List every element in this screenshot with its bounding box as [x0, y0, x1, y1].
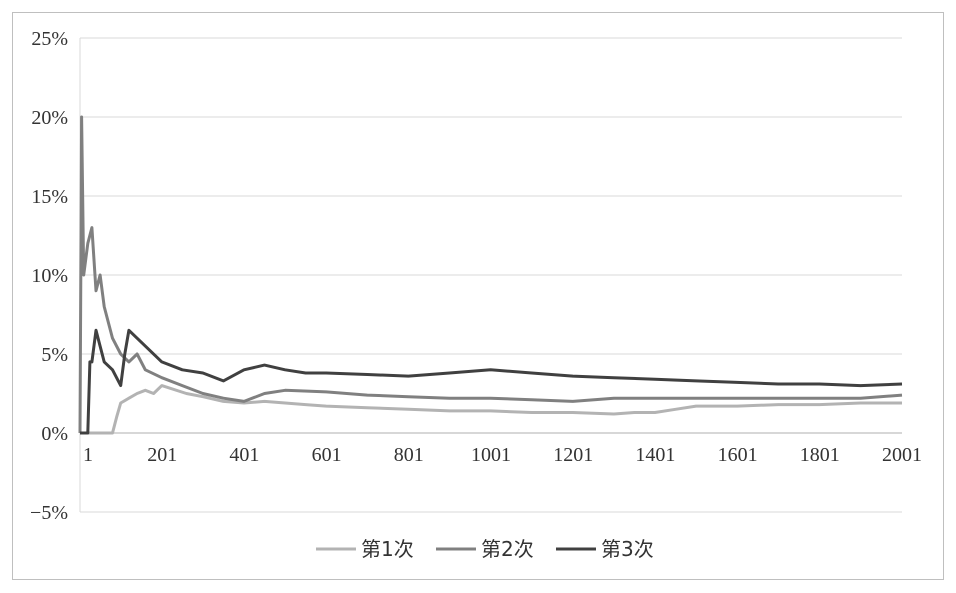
x-axis-ticks: 1 201 401 601 801 1001 1201 1401 1601 1801 2001: [83, 444, 922, 466]
y-axis-ticks: −5% 0% 5% 10% 15% 20% 25%: [30, 28, 68, 524]
y-tick-label: 10%: [31, 265, 68, 287]
x-tick-label: 1201: [553, 444, 593, 466]
series-line: [80, 384, 902, 435]
series-line: [80, 328, 903, 435]
x-tick-label: 2001: [882, 444, 922, 466]
x-tick-label: 1801: [800, 444, 840, 466]
chart-frame: [12, 12, 944, 580]
x-tick-label: 1: [83, 444, 93, 466]
series-lines: [78, 115, 903, 435]
x-tick-label: 1001: [471, 444, 511, 466]
x-tick-label: 201: [147, 444, 177, 466]
x-tick-label: 1401: [635, 444, 675, 466]
y-tick-label: 25%: [31, 28, 68, 50]
legend-label: 第1次: [361, 537, 414, 561]
x-tick-label: 1601: [718, 444, 758, 466]
gridlines: [80, 37, 902, 513]
y-tick-label: 20%: [31, 107, 68, 129]
series-line: [78, 115, 903, 434]
legend-label: 第2次: [481, 537, 534, 561]
x-tick-label: 401: [229, 444, 259, 466]
legend-label: 第3次: [601, 537, 654, 561]
x-tick-label: 801: [394, 444, 424, 466]
y-tick-label: 5%: [41, 344, 68, 366]
y-tick-label: −5%: [30, 502, 68, 524]
x-tick-label: 601: [312, 444, 342, 466]
y-tick-label: 15%: [31, 186, 68, 208]
y-tick-label: 0%: [41, 423, 68, 445]
legend: 第1次 第2次 第3次: [316, 537, 654, 561]
